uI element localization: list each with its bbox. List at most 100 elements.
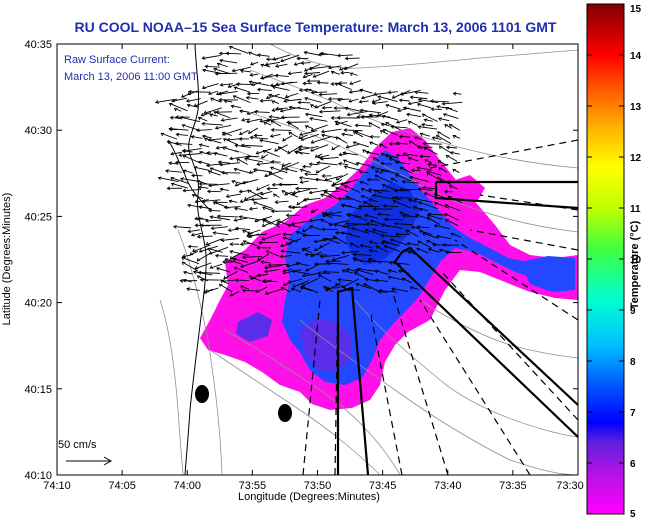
current-vector [319,242,331,248]
current-vector-head [249,72,254,77]
current-vector [195,262,212,270]
current-vector-head [160,132,165,137]
current-vector [202,199,221,202]
current-vector-head [309,117,313,121]
current-vector-head [280,58,285,62]
current-vector-head [190,232,195,237]
current-vector [367,260,389,263]
current-vector-head [330,71,335,75]
colorbar-tick-label: 7 [630,408,636,419]
current-vector [217,215,239,218]
current-vector-head [285,213,290,218]
current-vector [246,233,268,237]
current-vector-head [296,56,300,61]
current-vector-head [445,154,450,159]
current-vector [202,135,212,139]
current-vector [233,95,251,104]
current-vector [344,185,361,194]
current-vector-head [252,168,257,172]
current-vector-head [303,51,308,55]
current-vector-head [449,151,454,155]
current-vector [235,227,251,231]
current-vector-head [196,257,201,262]
current-vector-head [205,241,210,246]
current-vector [417,226,430,228]
current-vector-head [210,97,214,102]
current-vector [395,161,410,165]
current-vector [242,178,259,184]
current-vector [281,250,301,254]
current-vector [272,108,282,112]
current-vector-head [380,223,385,227]
current-vector [270,166,288,174]
current-vector-head [354,123,359,128]
current-vector-head [262,218,267,222]
current-vector [264,265,282,269]
current-vector-head [208,208,212,213]
current-vector [333,235,348,245]
current-vector-head [407,198,412,203]
current-vector [209,246,229,255]
current-vector-head [248,51,252,56]
current-vector [416,247,429,254]
current-vector-head [287,71,292,76]
current-vector-head [314,154,319,158]
current-vector [371,166,390,172]
current-vector [345,57,360,60]
current-vector [324,238,341,244]
current-vector-head [359,88,364,93]
current-vector [366,151,380,156]
current-vector [257,162,273,165]
current-vector-head [328,222,333,226]
current-vector [246,97,259,100]
current-vector-head [302,228,306,233]
current-vector [223,270,238,280]
current-vector-head [230,104,235,109]
current-vector-head [448,185,453,189]
current-vector-head [388,141,393,146]
current-vector [382,115,398,121]
current-vector-head [285,263,290,268]
current-vector [353,141,369,148]
current-vector [268,263,289,266]
current-vector-head [265,250,270,254]
current-vector-head [407,251,412,255]
current-vector-head [282,270,287,275]
current-vector-head [189,251,194,256]
current-vector [182,261,199,272]
current-vector-head [209,167,214,171]
current-vector-head [248,130,252,134]
current-vector [443,113,459,119]
current-vector [343,152,358,156]
current-vector [202,69,222,74]
current-vector-head [348,89,353,94]
current-vector [353,131,364,138]
current-vector [335,136,348,144]
current-vector-head [446,179,451,184]
current-vector [275,200,289,203]
current-vector [352,227,369,234]
current-vector-head [231,180,236,184]
current-vector-head [337,278,342,282]
current-vector-head [246,233,250,238]
current-vector [246,118,262,123]
current-vector [292,270,310,275]
current-vector [341,133,353,136]
current-vector-head [198,205,203,210]
x-tick-label: 73:45 [369,480,397,492]
current-vector [206,163,221,167]
current-vector [439,145,452,154]
current-vector [285,168,298,173]
current-vector-head [248,206,253,211]
current-vector-head [402,152,407,156]
current-vector-head [345,144,350,149]
current-vector [266,93,280,99]
current-vector-head [242,255,246,260]
current-vector-head [344,106,349,111]
current-vector-head [445,145,450,150]
current-vector-head [374,269,379,274]
current-vector [347,110,368,116]
current-vector-head [264,62,269,66]
current-vector [210,216,231,221]
current-vector-head [199,223,204,228]
